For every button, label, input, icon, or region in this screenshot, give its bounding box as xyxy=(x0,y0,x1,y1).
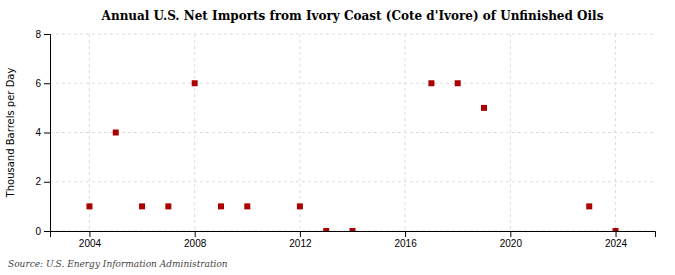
x-grid-line xyxy=(405,34,406,231)
x-tick-mark xyxy=(300,231,301,237)
x-tick: 2004 xyxy=(79,231,102,249)
y-grid-line xyxy=(50,34,655,35)
x-tick-label: 2004 xyxy=(79,238,102,249)
y-axis-label: Thousand Barrels per Day xyxy=(5,68,16,199)
x-grid-line xyxy=(194,34,195,231)
y-grid-line xyxy=(50,132,655,133)
x-tick: 2024 xyxy=(605,231,628,249)
point xyxy=(218,203,224,209)
x-tick-label: 2008 xyxy=(184,238,207,249)
x-tick-label: 2024 xyxy=(605,238,628,249)
point xyxy=(139,203,145,209)
x-grid-line xyxy=(299,34,300,231)
y-tick: 8 xyxy=(35,29,50,40)
y-tick-mark xyxy=(44,34,50,35)
point xyxy=(192,80,198,86)
point xyxy=(586,203,592,209)
y-tick: 4 xyxy=(35,127,50,138)
x-grid-line xyxy=(510,34,511,231)
x-tick-mark xyxy=(405,231,406,237)
point xyxy=(86,203,92,209)
y-tick: 6 xyxy=(35,78,50,89)
y-tick-mark xyxy=(44,231,50,232)
point xyxy=(113,130,119,136)
point xyxy=(481,105,487,111)
y-grid-line xyxy=(50,181,655,182)
point xyxy=(297,203,303,209)
plot: 2004 2008 2012 2016 2020 2024 0 2 4 6 8 xyxy=(35,29,655,249)
y-tick-label: 8 xyxy=(35,29,41,40)
title: Annual U.S. Net Imports from Ivory Coast… xyxy=(101,9,604,23)
y-tick: 0 xyxy=(35,226,50,237)
y-tick-label: 6 xyxy=(35,78,41,89)
y-tick-mark xyxy=(44,83,50,84)
annotation: Source: U.S. Energy Information Administ… xyxy=(8,259,228,269)
y-tick-label: 4 xyxy=(35,127,41,138)
y-tick-label: 2 xyxy=(35,176,41,187)
x-tick-mark xyxy=(616,231,617,237)
x-tick-mark xyxy=(195,231,196,237)
y-axis-line xyxy=(44,35,51,232)
point xyxy=(613,228,619,231)
point xyxy=(350,228,356,231)
x-tick: 2012 xyxy=(289,231,312,249)
point xyxy=(323,228,329,231)
x-tick: 2008 xyxy=(184,231,207,249)
point xyxy=(455,80,461,86)
point xyxy=(244,203,250,209)
point xyxy=(428,80,434,86)
x-axis-line xyxy=(51,232,656,238)
y-grid-line xyxy=(50,83,655,84)
point xyxy=(165,203,171,209)
y-tick-mark xyxy=(44,182,50,183)
y-tick-mark xyxy=(44,133,50,134)
x-tick-mark xyxy=(89,231,90,237)
grid xyxy=(50,34,655,231)
chart: 2004 2008 2012 2016 2020 2024 0 2 4 6 8 Annual U.S.… xyxy=(0,0,675,275)
points xyxy=(86,80,618,231)
x-axis: 2004 2008 2012 2016 2020 2024 xyxy=(51,231,656,249)
x-tick: 2020 xyxy=(500,231,523,249)
x-tick-label: 2016 xyxy=(394,238,417,249)
x-tick-mark xyxy=(510,231,511,237)
x-tick-label: 2012 xyxy=(289,238,312,249)
y-tick-label: 0 xyxy=(35,226,41,237)
x-tick-label: 2020 xyxy=(500,238,523,249)
y-tick: 2 xyxy=(35,176,50,187)
x-tick: 2016 xyxy=(394,231,417,249)
x-grid-line xyxy=(89,34,90,231)
y-axis: 0 2 4 6 8 xyxy=(35,29,50,237)
x-grid-line xyxy=(615,34,616,231)
